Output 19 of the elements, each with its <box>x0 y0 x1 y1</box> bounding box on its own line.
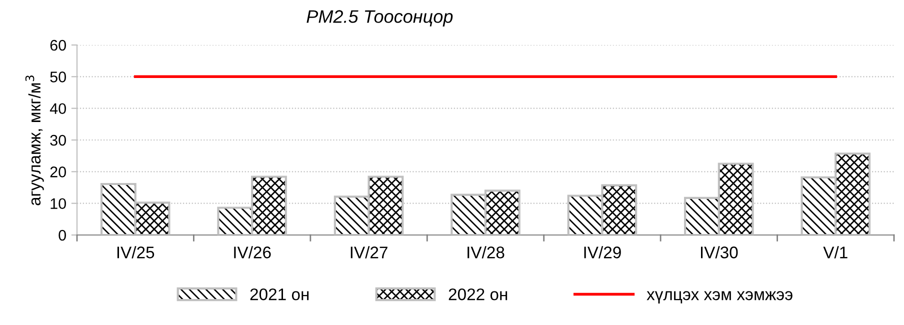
x-tick-label: IV/27 <box>350 246 388 258</box>
x-tick-label: IV/30 <box>701 246 738 258</box>
legend-label: хүлцэх хэм хэмжээ <box>646 291 792 304</box>
x-tick-label: IV/25 <box>117 246 154 258</box>
chart-title: PM2.5 Тоосонцор <box>306 10 453 26</box>
y-axis-title: агууламж, мкг/м$^{3}$ <box>25 76 44 206</box>
x-tick-label: IV/29 <box>584 246 621 258</box>
x-tick-label: IV/28 <box>468 246 504 258</box>
x-tick-label: V/1 <box>823 246 848 258</box>
legend-label: 2021 он <box>250 288 309 300</box>
x-tick-label: IV/26 <box>234 246 271 258</box>
y-tick-label: 10 <box>50 198 66 210</box>
y-tick-label: 20 <box>50 166 66 178</box>
y-tick-label: 60 <box>50 40 66 51</box>
y-tick-label: 40 <box>50 103 66 114</box>
y-tick-label: 0 <box>58 230 66 241</box>
y-tick-label: 30 <box>50 134 66 146</box>
legend-label: 2022 он <box>448 288 508 300</box>
y-tick-label: 50 <box>50 72 66 82</box>
